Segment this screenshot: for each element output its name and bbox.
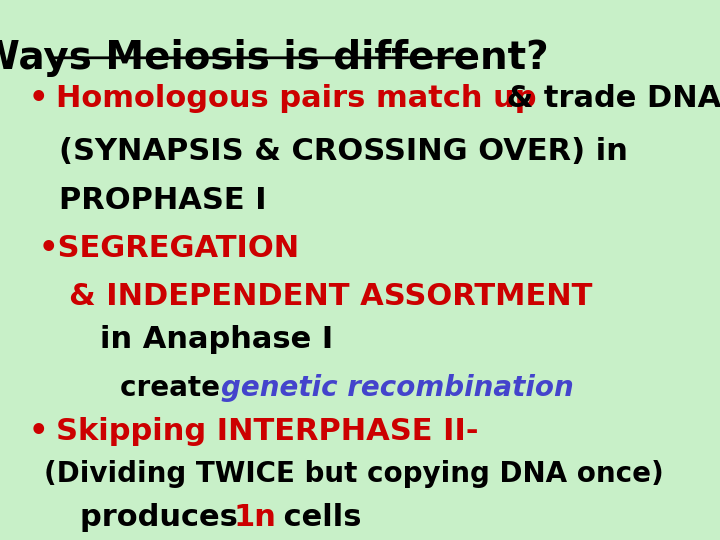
Text: cells: cells (273, 503, 361, 531)
Text: (Dividing TWICE but copying DNA once): (Dividing TWICE but copying DNA once) (44, 460, 664, 488)
Text: & INDEPENDENT ASSORTMENT: & INDEPENDENT ASSORTMENT (69, 282, 593, 312)
Text: genetic recombination: genetic recombination (221, 374, 573, 402)
Text: in Anaphase I: in Anaphase I (100, 325, 333, 354)
Text: (SYNAPSIS & CROSSING OVER) in: (SYNAPSIS & CROSSING OVER) in (59, 137, 628, 166)
Text: PROPHASE I: PROPHASE I (59, 186, 267, 215)
Text: & trade DNA: & trade DNA (495, 84, 720, 112)
Text: •: • (29, 84, 59, 112)
Text: Ways Meiosis is different?: Ways Meiosis is different? (0, 39, 549, 77)
Text: create: create (120, 374, 230, 402)
Text: •SEGREGATION: •SEGREGATION (39, 234, 300, 263)
Text: Homologous pairs match up: Homologous pairs match up (56, 84, 536, 112)
Text: 1n: 1n (234, 503, 276, 531)
Text: produces: produces (80, 503, 248, 531)
Text: •: • (29, 417, 59, 445)
Text: Skipping INTERPHASE II-: Skipping INTERPHASE II- (56, 417, 479, 445)
